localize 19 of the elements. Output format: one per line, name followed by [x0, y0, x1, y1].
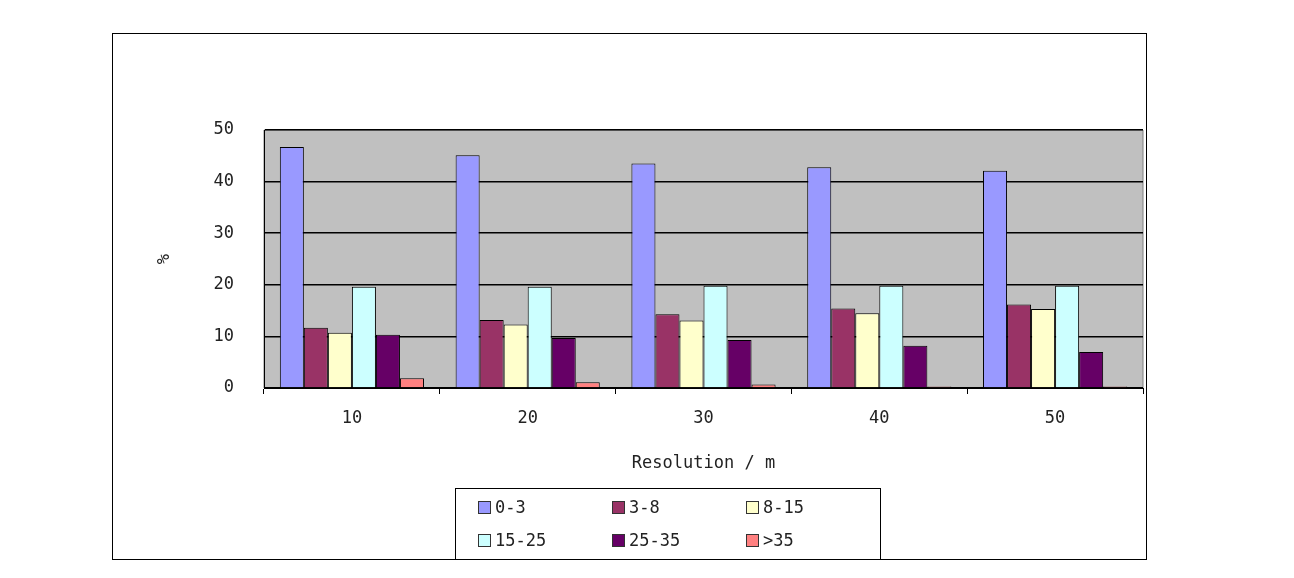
legend-label: 8-15	[763, 497, 804, 517]
x-tick-label: 50	[1044, 406, 1066, 427]
legend-label: 15-25	[495, 530, 547, 550]
legend-label: >35	[763, 530, 794, 550]
y-axis-title: %	[152, 253, 173, 265]
y-tick-label: 30	[213, 221, 234, 242]
x-tick-label: 30	[693, 406, 714, 427]
x-tick-label: 10	[341, 406, 363, 427]
y-tick-label: 10	[213, 324, 234, 345]
x-tick-label: 20	[517, 406, 538, 427]
y-tick-label: 0	[223, 376, 234, 397]
x-tick-label: 40	[869, 406, 890, 427]
legend-label: 3-8	[629, 497, 660, 517]
legend-label: 25-35	[629, 530, 681, 550]
legend-label: 0-3	[495, 497, 526, 517]
y-tick-label: 40	[213, 170, 234, 191]
y-tick-label: 50	[213, 118, 234, 139]
x-axis-title: Resolution / m	[631, 452, 776, 473]
y-tick-label: 20	[213, 273, 234, 294]
